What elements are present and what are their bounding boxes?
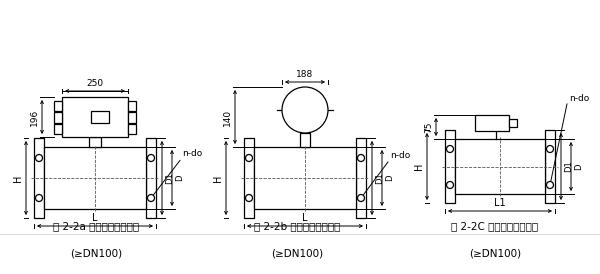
Text: H: H bbox=[13, 174, 23, 182]
Text: 188: 188 bbox=[296, 70, 314, 79]
Text: (≥DN100): (≥DN100) bbox=[469, 249, 521, 259]
Text: 196: 196 bbox=[30, 109, 39, 125]
Bar bbox=[128, 124, 136, 134]
Bar bbox=[54, 101, 62, 111]
Circle shape bbox=[358, 155, 365, 161]
Circle shape bbox=[35, 155, 43, 161]
Circle shape bbox=[245, 155, 253, 161]
Text: n-do: n-do bbox=[390, 151, 410, 160]
Text: L: L bbox=[92, 213, 98, 223]
Bar bbox=[54, 112, 62, 123]
Bar bbox=[91, 111, 109, 123]
Text: (≥DN100): (≥DN100) bbox=[271, 249, 323, 259]
Text: (≥DN100): (≥DN100) bbox=[70, 249, 122, 259]
Circle shape bbox=[148, 195, 155, 201]
Text: 图 2-2C 分离型电磁流量计: 图 2-2C 分离型电磁流量计 bbox=[451, 222, 539, 232]
Text: H: H bbox=[414, 163, 424, 170]
Text: D: D bbox=[574, 163, 583, 170]
Bar bbox=[294, 103, 316, 117]
Text: D1: D1 bbox=[165, 172, 174, 184]
Text: L: L bbox=[302, 213, 308, 223]
Bar bbox=[356, 138, 366, 218]
Bar bbox=[62, 97, 128, 137]
Text: n-do: n-do bbox=[182, 149, 202, 158]
Text: 图 2-2a 一体型电磁流量计: 图 2-2a 一体型电磁流量计 bbox=[53, 222, 139, 232]
Text: 250: 250 bbox=[86, 79, 104, 88]
Bar bbox=[34, 138, 44, 218]
Text: D: D bbox=[175, 175, 184, 181]
Text: D1: D1 bbox=[375, 172, 384, 184]
Circle shape bbox=[547, 181, 554, 189]
Text: D1: D1 bbox=[564, 161, 573, 172]
Bar bbox=[128, 101, 136, 111]
Circle shape bbox=[148, 155, 155, 161]
Bar bbox=[445, 130, 455, 203]
Text: n-do: n-do bbox=[569, 94, 589, 103]
Bar bbox=[44, 147, 146, 209]
Circle shape bbox=[446, 181, 454, 189]
Circle shape bbox=[35, 195, 43, 201]
Circle shape bbox=[282, 87, 328, 133]
Circle shape bbox=[446, 145, 454, 153]
Text: L1: L1 bbox=[494, 198, 506, 208]
Bar bbox=[89, 137, 101, 147]
Bar bbox=[128, 112, 136, 123]
Text: 图 2-2b 一体型电磁流量计: 图 2-2b 一体型电磁流量计 bbox=[254, 222, 340, 232]
Bar bbox=[54, 124, 62, 134]
Bar bbox=[300, 133, 310, 147]
Circle shape bbox=[245, 195, 253, 201]
Circle shape bbox=[547, 145, 554, 153]
Text: 75: 75 bbox=[424, 121, 433, 133]
Circle shape bbox=[358, 195, 365, 201]
Bar bbox=[509, 119, 517, 127]
Bar bbox=[244, 138, 254, 218]
Bar bbox=[254, 147, 356, 209]
Bar bbox=[146, 138, 156, 218]
Text: H: H bbox=[213, 174, 223, 182]
Text: 140: 140 bbox=[223, 109, 232, 125]
Bar bbox=[545, 130, 555, 203]
Bar bbox=[455, 139, 545, 194]
Text: D: D bbox=[385, 175, 394, 181]
Bar bbox=[475, 115, 509, 131]
